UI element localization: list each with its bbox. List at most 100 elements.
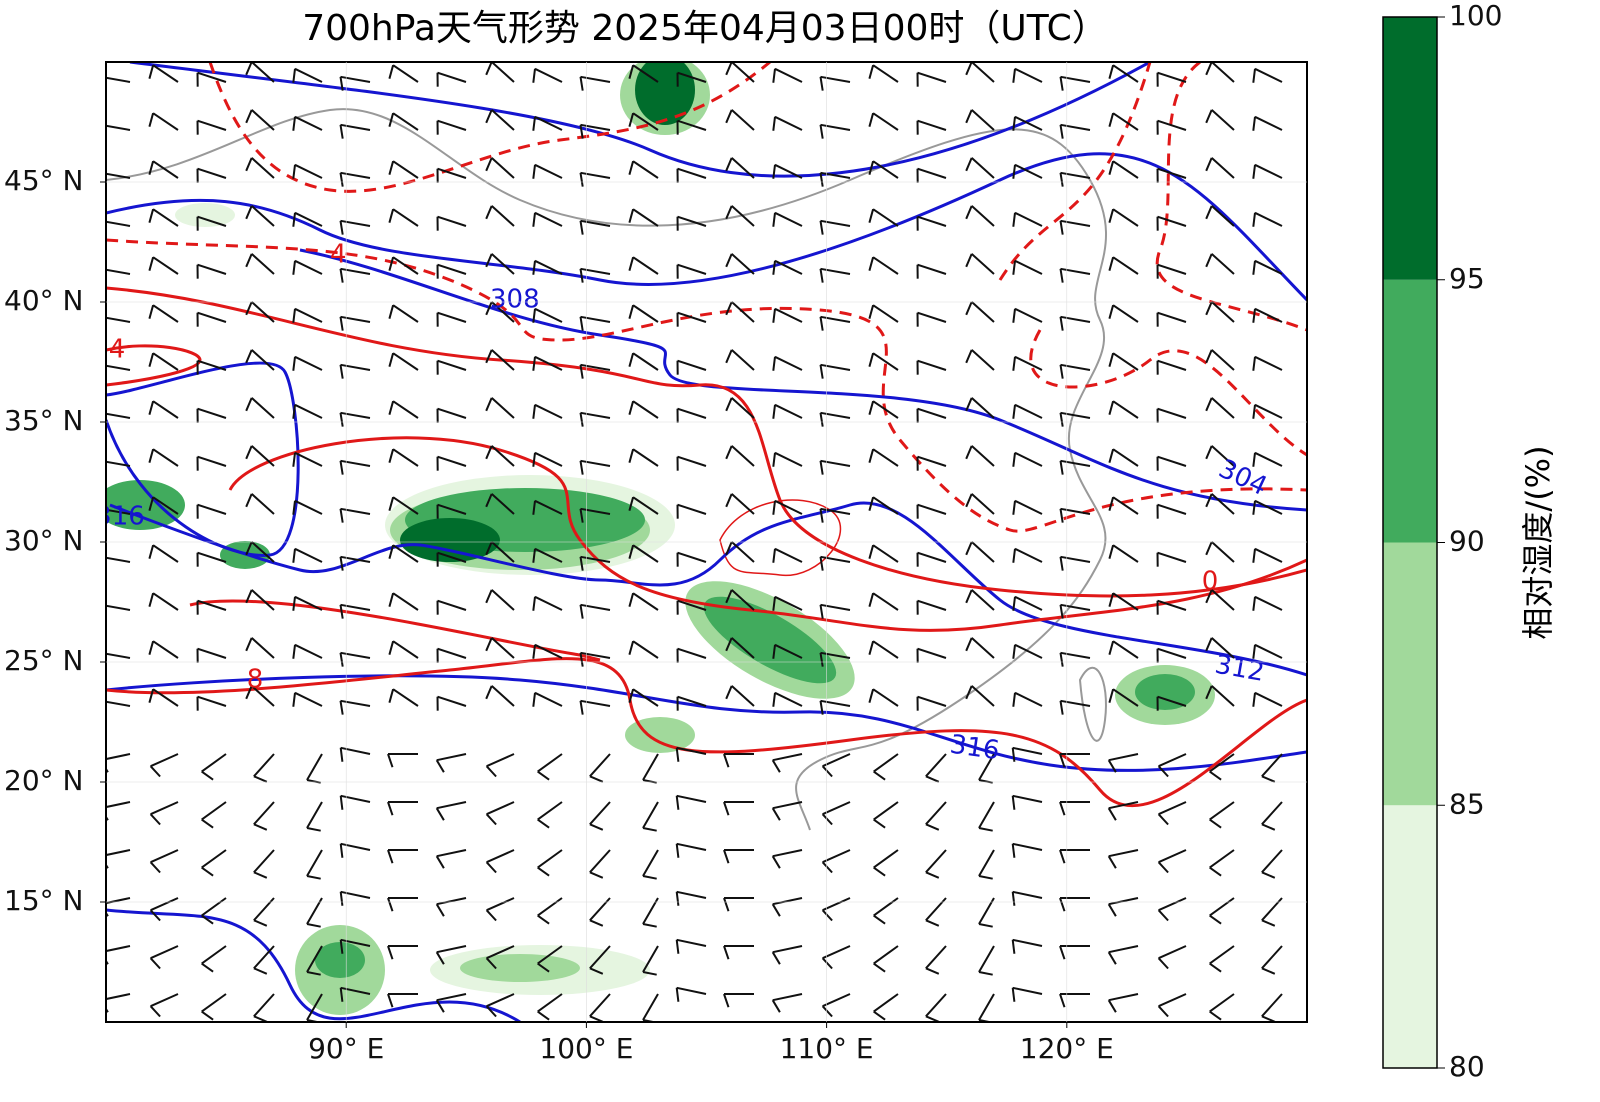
wind-barb xyxy=(1156,407,1187,423)
wind-barb xyxy=(485,349,515,371)
wind-barb xyxy=(245,301,275,323)
wind-barb xyxy=(628,592,659,611)
wind-barb xyxy=(485,945,515,970)
wind-barb xyxy=(106,76,131,83)
wind-barb xyxy=(532,499,563,515)
wind-barb xyxy=(628,304,659,323)
wind-barb xyxy=(537,945,563,973)
coastline xyxy=(106,108,1107,831)
wind-barb xyxy=(925,849,947,879)
wind-barb xyxy=(675,986,707,1002)
wind-barb xyxy=(292,547,323,563)
wind-barb xyxy=(306,945,323,976)
wind-barb xyxy=(723,753,754,768)
wind-barb xyxy=(388,256,419,275)
wind-barb xyxy=(1156,215,1187,231)
wind-barb xyxy=(196,167,227,183)
contour-labels: 308 304 312 316 316 4 4 0 8 xyxy=(106,240,1272,767)
y-tick-label: 40° N xyxy=(4,284,83,317)
contour-label: 0 xyxy=(1202,567,1219,597)
wind-barb xyxy=(106,508,131,515)
wind-barb xyxy=(485,753,515,778)
wind-barb xyxy=(339,842,371,858)
wind-barb xyxy=(387,897,418,912)
wind-barb xyxy=(579,603,611,619)
wind-barb xyxy=(821,801,851,826)
wind-barb xyxy=(1252,403,1283,419)
wind-barb xyxy=(148,304,179,323)
wind-barb xyxy=(436,167,467,183)
wind-barb xyxy=(821,897,851,922)
wind-barb xyxy=(1157,801,1187,826)
wind-barb xyxy=(435,945,467,965)
contour-label: 316 xyxy=(948,730,1001,767)
wind-barb xyxy=(436,215,467,231)
wind-barb xyxy=(388,208,419,227)
wind-barb xyxy=(1108,592,1139,611)
wind-barb xyxy=(1156,167,1187,183)
wind-barb xyxy=(723,897,754,912)
wind-barb xyxy=(292,499,323,515)
wind-barb xyxy=(106,316,131,323)
wind-barb xyxy=(642,897,659,928)
wind-barb xyxy=(148,64,179,83)
wind-barb xyxy=(589,945,611,975)
wind-barb xyxy=(1108,64,1139,83)
wind-barb xyxy=(537,849,563,877)
wind-barb xyxy=(253,993,275,1022)
wind-barb xyxy=(292,595,323,611)
contour-label: 308 xyxy=(490,285,540,315)
wind-barb xyxy=(1012,307,1043,323)
wind-barb xyxy=(532,691,563,707)
wind-barb xyxy=(965,685,995,707)
wind-barb xyxy=(537,993,563,1021)
wind-barb xyxy=(292,259,323,275)
wind-barb xyxy=(106,460,131,467)
colorbar-level xyxy=(1383,805,1437,1068)
wind-barb xyxy=(196,407,227,423)
wind-barb xyxy=(201,801,227,829)
wind-barb xyxy=(435,849,467,869)
wind-barb xyxy=(1209,753,1235,781)
wind-barb xyxy=(772,307,803,323)
wind-barb xyxy=(1107,753,1139,773)
wind-barb xyxy=(532,211,563,227)
wind-barb xyxy=(579,555,611,571)
wind-barb xyxy=(436,263,467,279)
wind-barb xyxy=(1209,801,1235,829)
wind-barb xyxy=(868,448,899,467)
wind-barb xyxy=(772,499,803,515)
wind-barb xyxy=(772,451,803,467)
wind-barb xyxy=(725,397,755,419)
wind-barb xyxy=(253,801,275,831)
wind-barb xyxy=(1252,115,1283,131)
wind-barb xyxy=(821,945,851,970)
wind-barb xyxy=(532,115,563,131)
wind-barb xyxy=(196,263,227,279)
wind-barb xyxy=(676,407,707,423)
wind-barb xyxy=(916,695,947,711)
wind-barb xyxy=(1156,647,1187,663)
wind-barb xyxy=(628,112,659,131)
wind-barb xyxy=(485,637,515,659)
wind-barb xyxy=(965,493,995,515)
wind-barb xyxy=(965,205,995,227)
wind-barb xyxy=(537,753,563,781)
wind-barb xyxy=(1012,643,1043,659)
wind-barb xyxy=(965,157,995,179)
wind-barb xyxy=(196,311,227,327)
wind-barb xyxy=(868,112,899,131)
wind-barb xyxy=(339,459,371,475)
wind-barb xyxy=(388,304,419,323)
wind-barb xyxy=(1012,67,1043,83)
x-tick-label: 120° E xyxy=(1020,1032,1114,1065)
wind-barb xyxy=(1012,403,1043,419)
wind-barb xyxy=(148,592,179,611)
wind-barb xyxy=(532,67,563,83)
wind-barb xyxy=(196,215,227,231)
wind-barb xyxy=(196,551,227,567)
wind-barb xyxy=(292,163,323,179)
wind-barb xyxy=(579,171,611,187)
wind-barb xyxy=(772,691,803,707)
wind-barb xyxy=(1252,67,1283,83)
